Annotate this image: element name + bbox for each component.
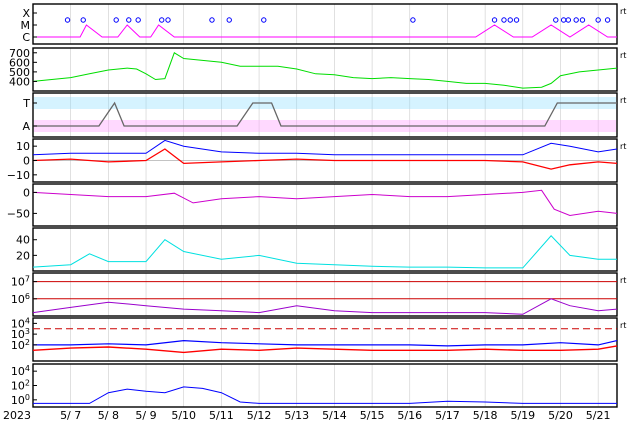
flare-marker [507, 17, 513, 23]
y-tick-label: 102 [11, 379, 30, 393]
y-tick-label: 0 [23, 155, 30, 168]
flare-marker [126, 17, 132, 23]
solar-wind-speed-line [32, 52, 618, 89]
date-tick-label: 5/20 [548, 409, 573, 422]
y-tick-label: 106 [11, 292, 30, 306]
flare-marker [595, 17, 601, 23]
flare-marker [165, 17, 171, 23]
y-tick-label: X [22, 7, 30, 20]
y-tick-label: C [22, 31, 30, 44]
y-tick-label: M [21, 19, 31, 32]
date-tick-label: 5/16 [397, 409, 422, 422]
flare-marker [565, 17, 572, 23]
date-tick-label: 5/13 [284, 409, 309, 422]
panel-tag-imf: rt [620, 142, 626, 151]
y-tick-label: 40 [16, 234, 30, 247]
y-tick-label: 102 [11, 338, 30, 352]
date-tick-label: 5/21 [586, 409, 611, 422]
date-tick-label: 5/ 7 [60, 409, 81, 422]
flare-marker [604, 17, 611, 23]
flare-marker [159, 17, 165, 23]
y-tick-label: −10 [7, 169, 30, 182]
flare-marker [513, 17, 520, 23]
date-tick-label: 5/15 [360, 409, 385, 422]
flare-marker [410, 17, 416, 23]
flare-marker [501, 17, 507, 23]
dst-line [32, 189, 618, 217]
panel-tag-xray-flares: rt [620, 7, 626, 16]
panel-tag-magnetic-sector: rt [620, 96, 626, 105]
flare-marker [113, 17, 119, 23]
date-tick-label: 5/12 [247, 409, 272, 422]
flare-marker [579, 17, 586, 23]
date-tick-label: 5/18 [473, 409, 498, 422]
flare-marker [261, 17, 267, 23]
y-tick-label: −50 [7, 207, 30, 220]
electron-flux-line [32, 298, 618, 315]
xray-flux-line [33, 24, 617, 38]
panel-tag-solar-wind-speed: rt [620, 51, 626, 60]
y-tick-label: 600 [9, 56, 30, 69]
panel-frame-high-energy-protons [32, 363, 618, 408]
flare-marker [135, 17, 141, 23]
flare-marker [573, 17, 579, 23]
panel-frame-electron-flux [32, 272, 618, 317]
panel-frame-solar-wind-speed [32, 47, 618, 92]
date-tick-label: 5/14 [322, 409, 347, 422]
imf-bz-line [32, 148, 618, 170]
y-tick-label: 500 [9, 66, 30, 79]
date-tick-label: 5/19 [510, 409, 535, 422]
y-tick-label: 10 [16, 140, 30, 153]
panel-frame-magnetic-sector [32, 92, 618, 138]
panel-frame-proton-flux [32, 317, 618, 362]
flare-marker [80, 17, 86, 23]
toward-band [34, 97, 616, 109]
y-tick-label: 20 [16, 249, 30, 262]
y-tick-label: 104 [11, 364, 30, 378]
y-tick-label: 107 [11, 275, 30, 289]
ae-index-line [32, 235, 617, 269]
date-tick-label: 5/17 [435, 409, 460, 422]
proton-high-line [33, 339, 618, 347]
y-tick-label: 100 [11, 393, 30, 407]
panel-frame-xray-flares [32, 3, 618, 45]
flare-marker [560, 17, 567, 23]
flare-marker [209, 17, 215, 23]
panel-frame-ae-index [32, 227, 618, 272]
date-tick-label: 5/11 [209, 409, 234, 422]
panel-tag-electron-flux: rt [620, 276, 626, 285]
proton-low-line [32, 345, 618, 354]
flare-marker [226, 17, 232, 23]
y-tick-label: T [22, 97, 30, 110]
sector-line [33, 101, 617, 127]
flare-marker [553, 17, 559, 23]
panel-frame-dst [32, 183, 618, 227]
flare-marker [491, 17, 498, 23]
y-tick-label: 400 [9, 75, 30, 88]
y-tick-label: 700 [9, 47, 30, 60]
flare-marker [64, 17, 71, 23]
year-label: 2023 [3, 409, 31, 422]
date-tick-label: 5/ 8 [98, 409, 119, 422]
y-tick-label: A [22, 120, 30, 133]
date-tick-label: 5/ 9 [135, 409, 156, 422]
date-tick-label: 5/10 [171, 409, 196, 422]
high-energy-protons-line [33, 386, 617, 404]
imf-bt-line [32, 139, 618, 156]
panel-tag-proton-flux: rt [620, 321, 626, 330]
y-tick-label: 0 [23, 186, 30, 199]
